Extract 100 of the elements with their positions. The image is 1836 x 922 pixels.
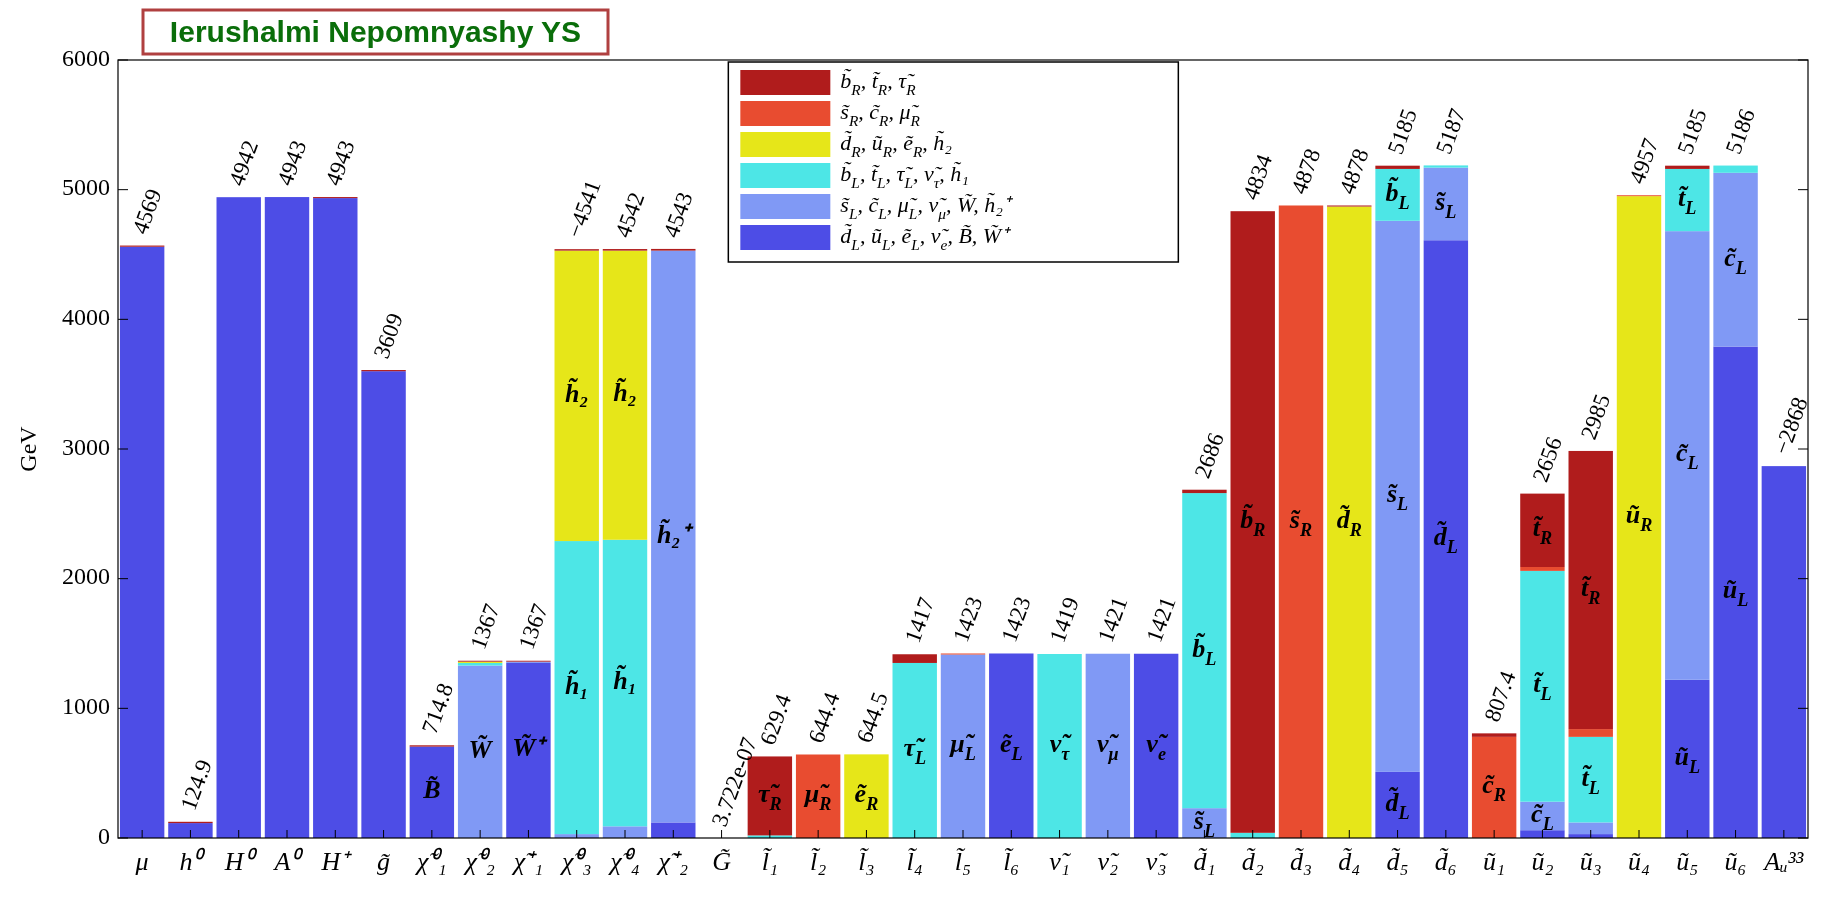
data-label: d̃$_{R}$ bbox=[1336, 504, 1362, 541]
x-tick-label: d̃₂ bbox=[1241, 847, 1264, 876]
x-tick-label: l̃₃ bbox=[858, 847, 875, 876]
data-label: h̃₂⁺ bbox=[657, 518, 694, 549]
x-tick-label: A⁰ bbox=[272, 847, 305, 876]
x-tick-label: χ̃⁰₂ bbox=[462, 847, 495, 876]
x-tick-label: H⁺ bbox=[320, 847, 353, 876]
x-tick-label: l̃₅ bbox=[954, 847, 972, 876]
annotation: 629.4 bbox=[755, 690, 797, 749]
annotation: 1423 bbox=[996, 593, 1036, 646]
annotation: 1367 bbox=[513, 600, 553, 653]
data-label: t̃$_{L}$ bbox=[1581, 762, 1600, 798]
x-tick-label: ũ₃ bbox=[1579, 847, 1602, 876]
x-tick-label: χ̃⁰₄ bbox=[607, 847, 640, 876]
data-label: s̃$_{L}$ bbox=[1192, 806, 1216, 842]
annotation: 4878 bbox=[1286, 145, 1326, 198]
annotation: 714.8 bbox=[417, 679, 459, 737]
annotation: 4878 bbox=[1334, 145, 1374, 198]
data-label: ẽ$_{L}$ bbox=[999, 728, 1023, 764]
x-tick-label: d̃₅ bbox=[1386, 847, 1409, 876]
data-label: ũ$_{L}$ bbox=[1722, 575, 1749, 611]
y-tick-label: 0 bbox=[98, 822, 110, 849]
annotation: 1421 bbox=[1141, 593, 1181, 646]
data-label: h̃₁ bbox=[613, 665, 637, 696]
x-tick-label: d̃₆ bbox=[1434, 847, 1457, 876]
data-label: ẽ$_{R}$ bbox=[854, 779, 879, 815]
data-label: b̃$_{L}$ bbox=[1385, 177, 1410, 214]
data-label: d̃$_{L}$ bbox=[1385, 787, 1410, 824]
annotation: 4569 bbox=[127, 185, 167, 238]
data-label: t̃$_{R}$ bbox=[1532, 513, 1553, 549]
annotation: 4957 bbox=[1624, 135, 1664, 187]
x-tick-label: G̃ bbox=[712, 847, 732, 876]
annotation: 4542 bbox=[610, 188, 650, 241]
legend-label: s̃$_{R}$, c̃$_{R}$, μ̃$_{R}$ bbox=[840, 98, 921, 129]
annotation: 4942 bbox=[223, 137, 264, 189]
data-label: τ̃$_{R}$ bbox=[758, 778, 782, 815]
y-axis-title: GeV bbox=[15, 425, 41, 472]
data-label: h̃₂ bbox=[564, 378, 589, 408]
x-tick-label: ν̃₃ bbox=[1145, 847, 1169, 876]
x-tick-label: ũ₁ bbox=[1483, 847, 1506, 876]
y-tick-label: 3000 bbox=[62, 433, 110, 460]
data-label: h̃₂ bbox=[613, 377, 637, 408]
x-tick-label: l̃₁ bbox=[761, 847, 778, 876]
y-tick-label: 2000 bbox=[62, 563, 110, 590]
x-tick-label: d̃₁ bbox=[1193, 847, 1216, 876]
x-tick-label: d̃₄ bbox=[1338, 847, 1361, 876]
data-label: c̃$_{L}$ bbox=[1724, 242, 1747, 278]
data-label: W̃ bbox=[468, 734, 494, 764]
annotation: 5186 bbox=[1720, 105, 1760, 158]
x-tick-label: g̃ bbox=[377, 847, 391, 876]
x-tick-label: ũ₂ bbox=[1531, 847, 1554, 876]
x-tick-label: ν̃₁ bbox=[1049, 847, 1072, 876]
y-tick-label: 6000 bbox=[62, 44, 110, 71]
y-tick-label: 1000 bbox=[62, 692, 110, 719]
x-tick-label: l̃₂ bbox=[810, 847, 827, 876]
data-label: c̃$_{L}$ bbox=[1675, 438, 1699, 474]
annotation: 4943 bbox=[272, 136, 312, 189]
annotation: 4943 bbox=[320, 136, 360, 189]
x-tick-label: χ̃⁰₃ bbox=[558, 847, 592, 876]
annotation: 3609 bbox=[368, 309, 408, 362]
x-tick-label: l̃₆ bbox=[1003, 847, 1020, 876]
annotation: −2868 bbox=[1769, 393, 1813, 458]
data-label: B̃ bbox=[422, 775, 441, 805]
annotation: 5185 bbox=[1382, 105, 1422, 158]
annotation: 5187 bbox=[1431, 105, 1471, 158]
x-tick-label: ũ₅ bbox=[1676, 847, 1699, 876]
x-tick-label: d̃₃ bbox=[1289, 847, 1313, 876]
x-tick-label: ũ₄ bbox=[1627, 847, 1651, 876]
y-tick-label: 4000 bbox=[62, 303, 110, 330]
x-tick-label: χ̃⁺₂ bbox=[655, 847, 689, 876]
data-label: ũ$_{R}$ bbox=[1625, 500, 1653, 536]
x-tick-label: l̃₄ bbox=[906, 847, 923, 876]
x-tick-label: ũ₆ bbox=[1724, 847, 1747, 876]
x-tick-label: Aᵤ³³ bbox=[1762, 847, 1805, 876]
annotation: −4541 bbox=[561, 176, 606, 241]
data-label: W̃⁺ bbox=[512, 733, 549, 763]
data-label: τ̃$_{L}$ bbox=[903, 733, 927, 769]
data-label: ν̃$_{τ}$ bbox=[1049, 728, 1073, 765]
data-label: t̃$_{L}$ bbox=[1533, 669, 1552, 705]
annotation: 1421 bbox=[1093, 593, 1133, 646]
data-label: s̃$_{L}$ bbox=[1385, 479, 1409, 515]
data-label: t̃$_{R}$ bbox=[1581, 572, 1601, 609]
y-tick-label: 5000 bbox=[62, 174, 110, 201]
x-tick-label: ν̃₂ bbox=[1097, 847, 1121, 876]
x-tick-label: h⁰ bbox=[179, 847, 207, 876]
data-label: ν̃$_{e}$ bbox=[1146, 728, 1169, 765]
x-tick-label: χ̃⁰₁ bbox=[414, 847, 447, 876]
annotation: 644.4 bbox=[803, 688, 845, 747]
legend-label: d̃$_{R}$, ũ$_{R}$, ẽ$_{R}$, h̃₂ bbox=[840, 129, 953, 160]
data-label: h̃₁ bbox=[564, 669, 589, 700]
annotation: 807.4 bbox=[1479, 667, 1521, 726]
x-tick-label: μ bbox=[134, 847, 149, 876]
annotation: 2656 bbox=[1527, 433, 1567, 486]
data-label: μ̃$_{R}$ bbox=[802, 779, 832, 815]
annotation: 1423 bbox=[948, 593, 988, 646]
data-label: t̃$_{L}$ bbox=[1678, 183, 1697, 219]
annotation: 124.9 bbox=[175, 756, 217, 814]
legend-label: b̃$_{R}$, t̃$_{R}$, τ̃$_{R}$ bbox=[840, 67, 917, 98]
data-label: ũ$_{L}$ bbox=[1674, 741, 1701, 778]
data-label: b̃$_{R}$ bbox=[1240, 504, 1266, 541]
